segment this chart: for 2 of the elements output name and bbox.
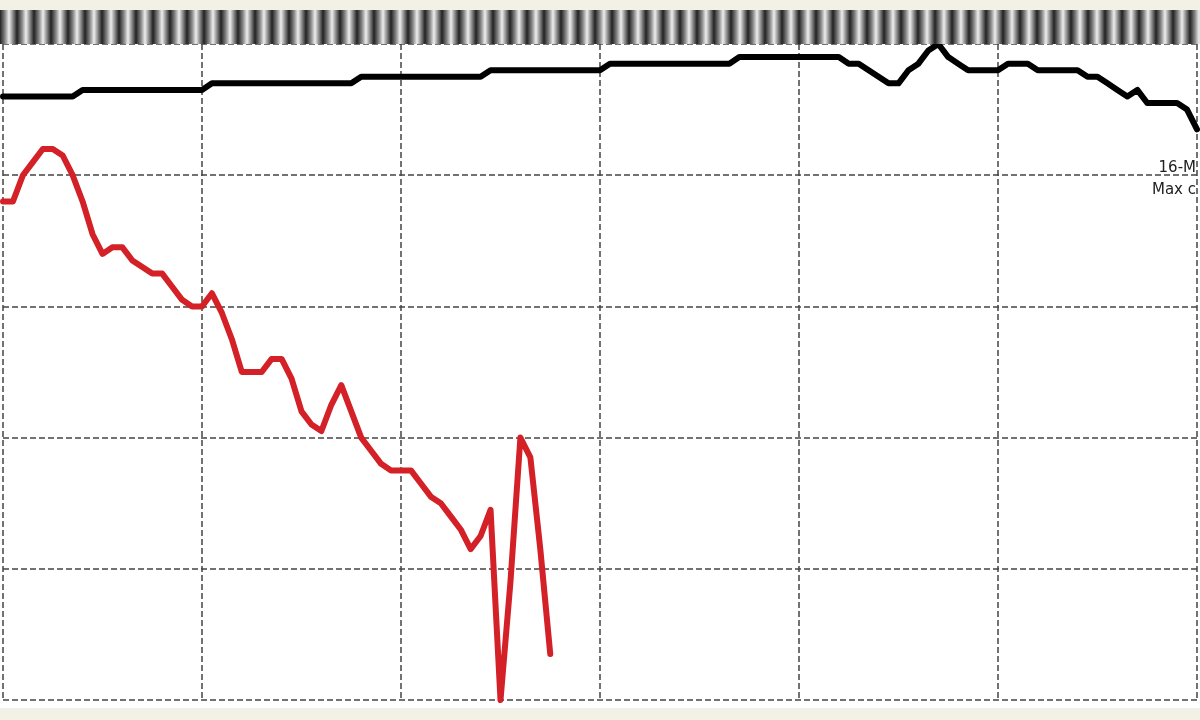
annotation: 16-M bbox=[1158, 157, 1197, 176]
annotation: Max c bbox=[1151, 179, 1197, 198]
